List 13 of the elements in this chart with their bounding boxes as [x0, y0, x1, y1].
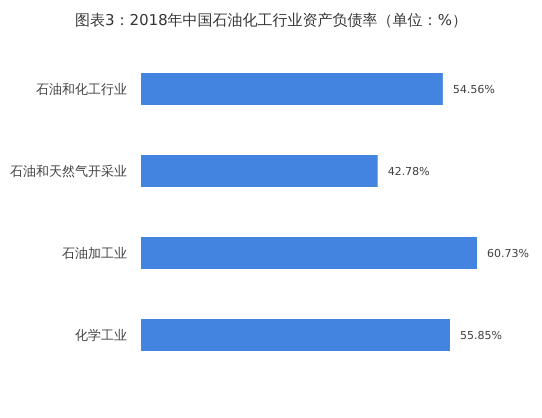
y-tick-label: 石油和天然气开采业: [10, 164, 127, 180]
bar: [141, 73, 443, 105]
chart-title: 图表3：2018年中国石油化工行业资产负债率（单位：%）: [75, 11, 467, 29]
y-tick-label: 石油和化工行业: [36, 82, 127, 98]
y-tick-label: 石油加工业: [62, 246, 127, 262]
bar: [141, 155, 378, 187]
bar: [141, 319, 450, 351]
data-label: 55.85%: [460, 328, 502, 342]
y-tick-label: 化学工业: [75, 328, 127, 344]
data-label: 60.73%: [487, 246, 529, 260]
data-label: 54.56%: [452, 82, 495, 96]
bar: [141, 237, 477, 269]
data-label: 42.78%: [388, 164, 430, 178]
